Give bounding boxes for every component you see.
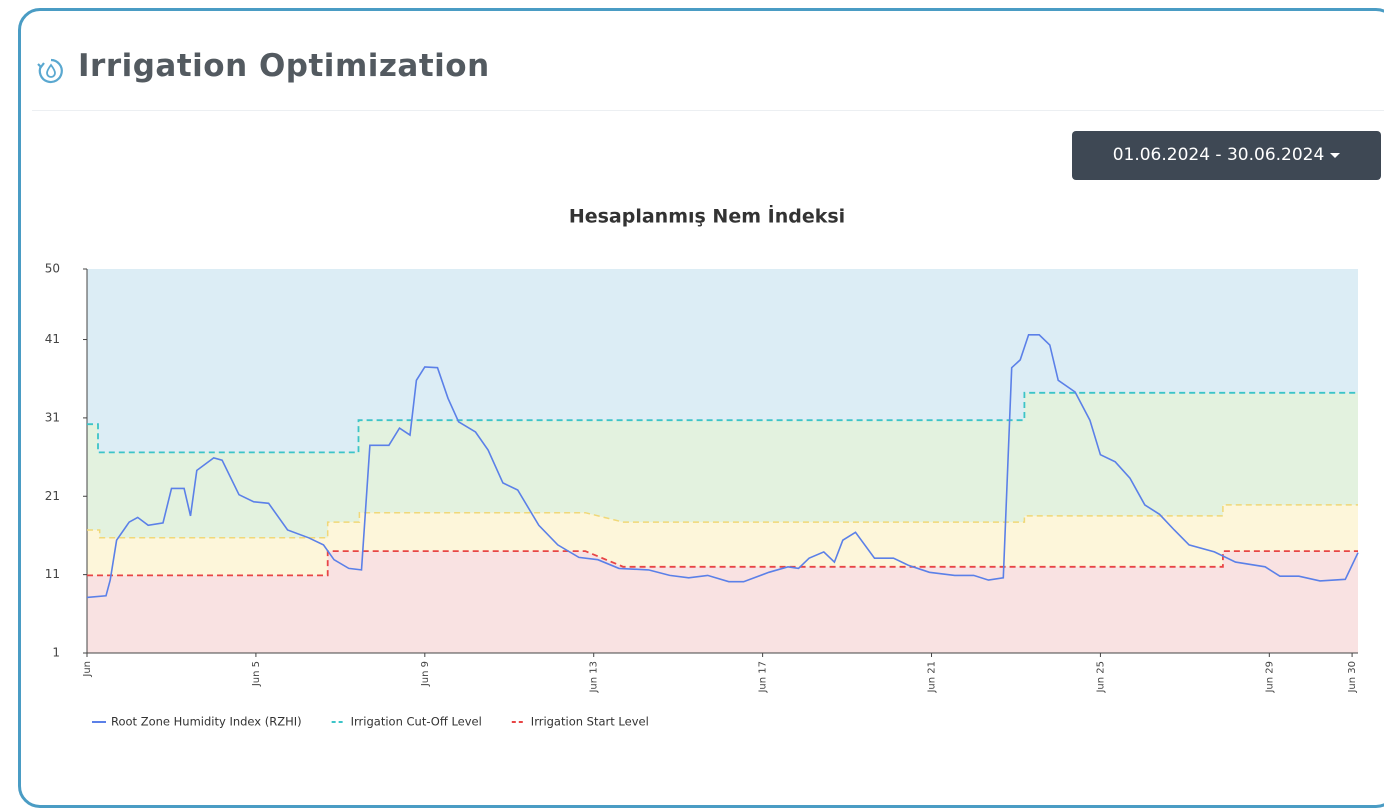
date-range-button[interactable]: 01.06.2024 - 30.06.2024 xyxy=(1072,131,1381,180)
header: Irrigation Optimization xyxy=(32,30,1384,111)
card xyxy=(18,8,1384,808)
icon xyxy=(37,58,63,84)
page-title: Irrigation Optimization xyxy=(78,48,490,84)
caret xyxy=(1330,152,1341,158)
date-range-text: 01.06.2024 - 30.06.2024 xyxy=(1112,145,1325,165)
